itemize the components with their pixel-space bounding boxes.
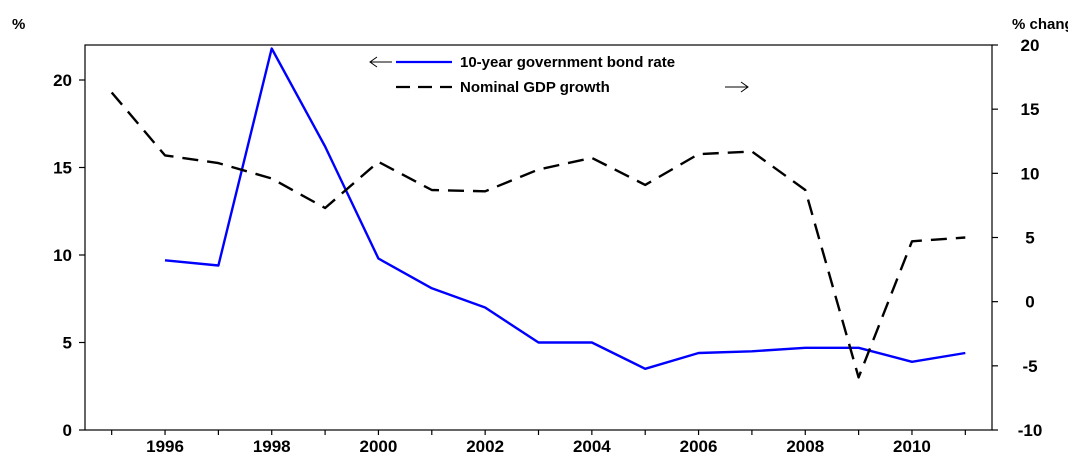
legend-item-gdp-growth: Nominal GDP growth bbox=[396, 79, 749, 96]
x-tick-label: 1996 bbox=[146, 437, 184, 456]
x-tick-label: 1998 bbox=[253, 437, 291, 456]
series bbox=[110, 47, 966, 379]
right-y-tick-label: 5 bbox=[1025, 229, 1034, 248]
series-line-bond-rate bbox=[164, 47, 966, 370]
x-tick-label: 2000 bbox=[360, 437, 398, 456]
right-y-tick-label: -5 bbox=[1022, 357, 1037, 376]
x-tick-label: 2010 bbox=[893, 437, 931, 456]
left-y-tick-label: 15 bbox=[53, 159, 72, 178]
legend-label-gdp-growth: Nominal GDP growth bbox=[460, 79, 610, 96]
right-arrow-icon bbox=[725, 81, 749, 93]
x-tick-label: 2004 bbox=[573, 437, 611, 456]
left-y-tick-label: 10 bbox=[53, 246, 72, 265]
left-y-tick-label: 5 bbox=[63, 334, 72, 353]
x-tick-label: 2002 bbox=[466, 437, 504, 456]
ticks: 0 5 10 15 20 -10 -5 0 5 10 15 20 1996 1998 2000 2002 200… bbox=[53, 36, 1042, 456]
series-line-gdp-growth bbox=[110, 91, 966, 379]
left-y-tick-label: 20 bbox=[53, 71, 72, 90]
left-y-tick-label: 0 bbox=[63, 421, 72, 440]
left-arrow-icon bbox=[369, 56, 392, 68]
right-y-tick-label: 20 bbox=[1021, 36, 1040, 55]
right-axis-unit: % change bbox=[1012, 16, 1068, 33]
right-y-tick-label: -10 bbox=[1018, 421, 1043, 440]
legend: 10-year government bond rate Nominal GDP… bbox=[369, 54, 749, 96]
legend-item-bond-rate: 10-year government bond rate bbox=[369, 54, 675, 71]
right-y-tick-label: 15 bbox=[1021, 100, 1040, 119]
right-y-tick-label: 0 bbox=[1025, 293, 1034, 312]
x-tick-label: 2006 bbox=[680, 437, 718, 456]
left-axis-unit: % bbox=[12, 16, 25, 33]
right-y-tick-label: 10 bbox=[1021, 164, 1040, 183]
x-tick-label: 2008 bbox=[786, 437, 824, 456]
legend-label-bond-rate: 10-year government bond rate bbox=[460, 54, 675, 71]
